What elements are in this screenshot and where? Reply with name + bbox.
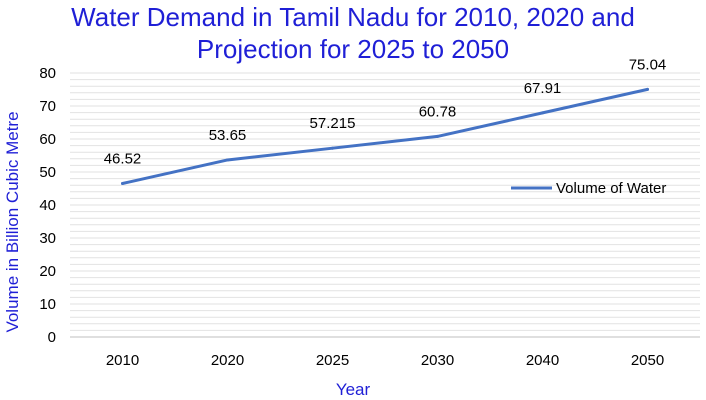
data-label: 53.65 — [209, 127, 247, 144]
x-tick-label: 2010 — [106, 352, 139, 369]
y-tick-label: 10 — [39, 296, 56, 313]
x-axis-ticks: 2010 2020 2025 2030 2040 2050 — [106, 352, 664, 369]
y-axis-title: Volume in Billion Cubic Metre — [3, 111, 22, 332]
x-tick-label: 2050 — [631, 352, 664, 369]
data-label: 75.04 — [629, 56, 667, 73]
x-axis-title: Year — [336, 380, 371, 399]
y-tick-label: 50 — [39, 164, 56, 181]
data-point — [226, 158, 229, 162]
y-tick-label: 20 — [39, 263, 56, 280]
data-label: 60.78 — [419, 103, 457, 120]
data-point — [331, 146, 334, 150]
y-tick-label: 30 — [39, 230, 56, 247]
y-tick-label: 70 — [39, 98, 56, 115]
data-point — [436, 134, 439, 138]
y-axis-ticks: 0 10 20 30 40 50 60 70 80 — [39, 65, 56, 346]
y-tick-label: 0 — [48, 329, 56, 346]
x-tick-label: 2040 — [526, 352, 559, 369]
chart-title-line-2: Projection for 2025 to 2050 — [197, 34, 509, 64]
x-tick-label: 2025 — [316, 352, 349, 369]
chart-title-line-1: Water Demand in Tamil Nadu for 2010, 202… — [71, 2, 635, 32]
data-label: 57.215 — [310, 115, 356, 132]
data-point — [646, 87, 649, 91]
x-tick-label: 2020 — [211, 352, 244, 369]
x-tick-label: 2030 — [421, 352, 454, 369]
legend-label: Volume of Water — [556, 180, 666, 197]
grid — [70, 72, 700, 338]
y-tick-label: 80 — [39, 65, 56, 82]
data-label: 46.52 — [104, 150, 142, 167]
data-point — [121, 181, 124, 185]
data-label: 67.91 — [524, 80, 562, 97]
series-volume-of-water — [121, 87, 649, 185]
data-labels: 46.52 53.65 57.215 60.78 67.91 75.04 — [104, 56, 667, 167]
legend: Volume of Water — [511, 180, 666, 197]
y-tick-label: 40 — [39, 197, 56, 214]
series-line — [121, 87, 649, 185]
y-tick-label: 60 — [39, 131, 56, 148]
data-point — [541, 111, 544, 115]
